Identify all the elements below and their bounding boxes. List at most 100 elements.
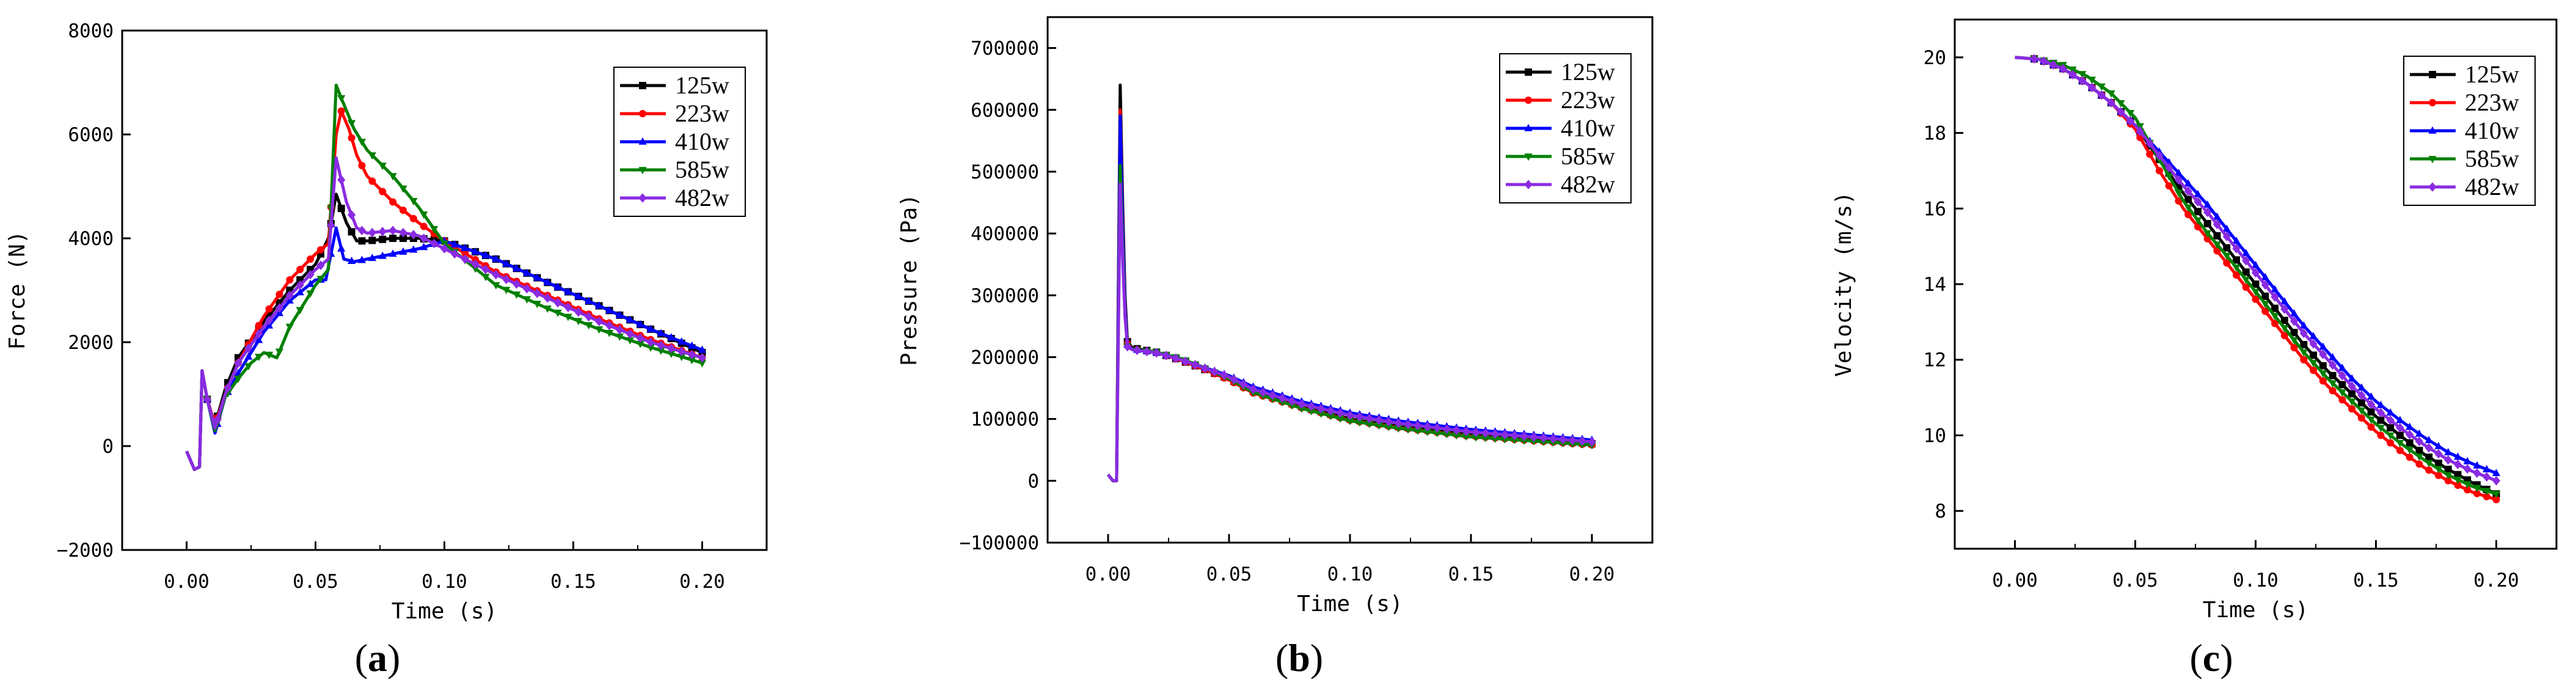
series-marker-125w (2242, 268, 2250, 276)
series-marker-482w (1123, 342, 1132, 352)
series-marker-410w (481, 251, 490, 258)
series-marker-223w (389, 198, 397, 206)
series-marker-482w (1278, 393, 1286, 403)
series-marker-482w (2145, 139, 2154, 148)
series-marker-410w (337, 244, 346, 252)
panel-label-a: (a) (316, 636, 439, 681)
series-marker-585w (2453, 477, 2462, 485)
series-marker-482w (1481, 428, 1490, 438)
y-tick-label: 300000 (971, 285, 1039, 307)
series-marker-482w (1142, 346, 1151, 357)
series-marker-585w (2328, 380, 2337, 388)
series-marker-482w (667, 343, 676, 353)
series-marker-410w (2444, 448, 2453, 456)
series-marker-482w (564, 302, 572, 312)
series-marker-223w (2184, 211, 2192, 219)
series-marker-125w (2319, 362, 2327, 370)
series-marker-482w (347, 210, 356, 220)
series-marker-585w (275, 348, 284, 356)
series-marker-410w (306, 279, 315, 287)
series-marker-410w (688, 341, 696, 349)
series-marker-482w (1152, 348, 1161, 358)
series-marker-585w (615, 333, 624, 341)
series-marker-223w (2444, 477, 2452, 485)
series-marker-223w (2155, 167, 2163, 175)
series-marker-482w (357, 225, 367, 236)
series-marker-125w (368, 236, 376, 244)
series-marker-482w (1316, 403, 1326, 414)
series-marker-585w (2271, 313, 2279, 321)
series-marker-482w (1346, 410, 1354, 420)
y-tick-label: 12 (1924, 350, 1946, 372)
legend-label-482w: 482w (2465, 173, 2519, 200)
series-marker-585w (2290, 337, 2299, 345)
series-marker-223w (2165, 182, 2173, 190)
series-marker-482w (1326, 406, 1335, 416)
series-marker-410w (471, 247, 480, 255)
series-marker-482w (2386, 415, 2395, 425)
series-marker-410w (2415, 429, 2424, 437)
series-marker-410w (2213, 212, 2222, 220)
series-marker-482w (1239, 379, 1248, 389)
series-marker-223w (2357, 414, 2365, 422)
y-tick-label: 10 (1924, 425, 1946, 447)
series-marker-482w (420, 233, 428, 243)
series-marker-482w (2328, 360, 2337, 370)
series-marker-585w (2367, 416, 2376, 424)
plot-area (2015, 54, 2501, 504)
series-marker-585w (1346, 417, 1354, 425)
series-line-482w (1107, 182, 1593, 483)
series-marker-223w (348, 134, 356, 142)
series-marker-410w (2232, 236, 2241, 244)
series-markers-410w (1123, 340, 1596, 443)
series-marker-482w (2425, 443, 2433, 453)
legend-marker-125w (639, 82, 646, 89)
series-marker-482w (296, 280, 304, 290)
series-markers-482w (203, 175, 707, 425)
series-marker-482w (513, 279, 521, 289)
legend-label-410w: 410w (675, 128, 729, 155)
series-marker-125w (2271, 304, 2279, 312)
series-marker-585w (2415, 453, 2424, 461)
series-marker-482w (1307, 401, 1316, 411)
series-marker-585w (2425, 460, 2433, 467)
series-marker-585w (1307, 408, 1316, 416)
legend-label-410w: 410w (2465, 117, 2519, 144)
series-marker-585w (688, 357, 696, 365)
series-marker-585w (1316, 410, 1326, 418)
series-marker-482w (244, 343, 253, 353)
series-marker-410w (2376, 400, 2385, 408)
series-marker-410w (553, 282, 562, 290)
series-marker-482w (481, 265, 490, 274)
series-marker-585w (492, 282, 500, 290)
series-marker-585w (2319, 370, 2327, 378)
legend-label-585w: 585w (2465, 145, 2519, 172)
series-marker-585w (2357, 407, 2366, 415)
series-marker-482w (615, 324, 624, 335)
series-marker-585w (1365, 420, 1374, 428)
series-marker-585w (357, 139, 367, 147)
panel-label-b-text: (b) (1275, 636, 1324, 680)
series-marker-585w (255, 354, 263, 361)
series-marker-223w (2300, 356, 2308, 364)
series-marker-125w (389, 235, 397, 242)
series-marker-410w (615, 310, 624, 318)
legend-label-125w: 125w (2465, 60, 2519, 88)
series-marker-410w (2261, 273, 2269, 280)
series-marker-125w (2425, 453, 2433, 461)
series-marker-482w (1414, 420, 1422, 431)
series-line-410w (185, 226, 703, 471)
series-marker-482w (1558, 434, 1567, 444)
series-marker-482w (2463, 464, 2472, 474)
series-marker-223w (307, 255, 315, 263)
series-marker-223w (2367, 423, 2375, 431)
y-axis-title: Pressure (Pa) (897, 194, 922, 366)
series-marker-585w (2097, 83, 2106, 91)
series-marker-585w (564, 313, 572, 321)
series-marker-482w (255, 329, 263, 339)
series-marker-482w (1374, 415, 1384, 425)
x-axis-title: Time (s) (1297, 592, 1403, 617)
y-tick-label: 6000 (68, 124, 114, 146)
series-marker-125w (2377, 416, 2385, 424)
series-marker-410w (595, 301, 604, 309)
